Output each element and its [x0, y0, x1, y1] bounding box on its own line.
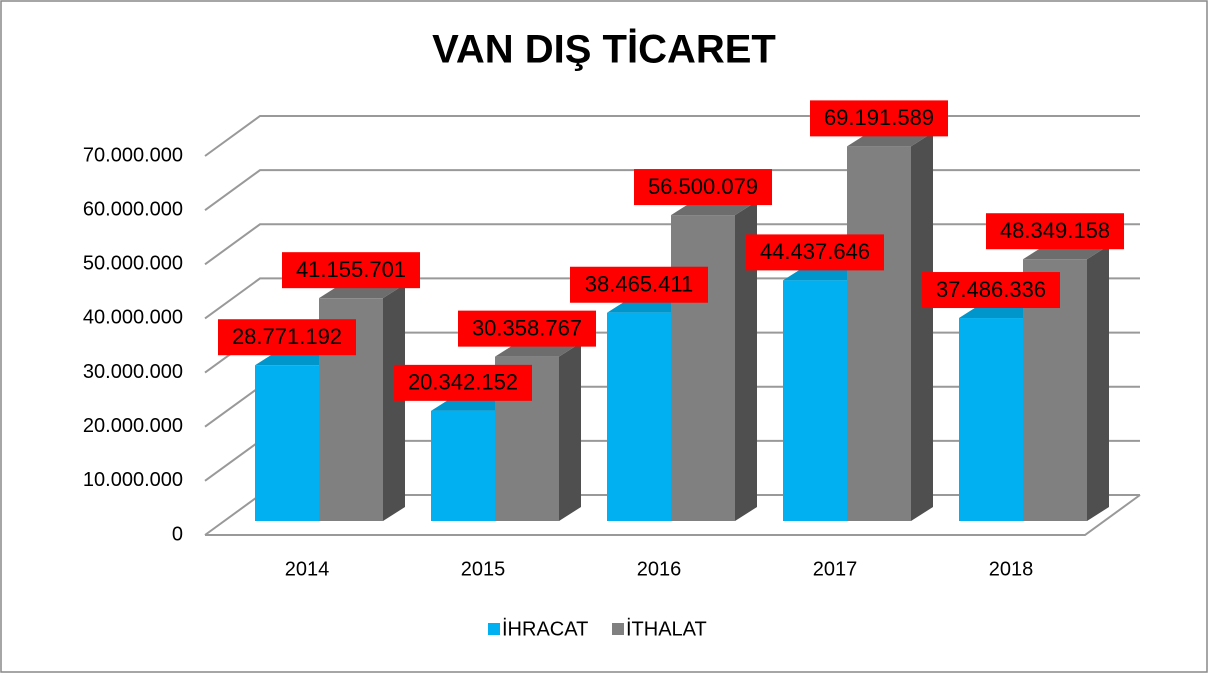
data-label-box: [394, 364, 532, 401]
y-tick-label: 50.000.000: [83, 253, 183, 275]
data-label-box: [458, 310, 596, 347]
y-tick-label: 0: [172, 523, 183, 545]
bar-side: [1087, 245, 1109, 521]
data-label: 20.342.152: [408, 370, 518, 395]
data-label-box: [570, 266, 708, 303]
chart-title: VAN DIŞ TİCARET: [432, 28, 776, 72]
data-label: 41.155.701: [296, 257, 406, 282]
y-tick-label: 30.000.000: [83, 361, 183, 383]
data-label: 44.437.646: [760, 239, 870, 264]
y-tick-label: 10.000.000: [83, 469, 183, 491]
legend-label: İHRACAT: [502, 617, 588, 640]
data-label-box: [634, 169, 772, 206]
data-label-box: [810, 100, 948, 137]
bar: [847, 146, 911, 522]
data-label: 38.465.411: [585, 272, 693, 297]
y-tick-label: 60.000.000: [83, 198, 183, 220]
x-tick-label: 2018: [989, 558, 1034, 580]
bar: [959, 318, 1023, 521]
data-label: 48.349.158: [1000, 218, 1110, 243]
data-label-box: [282, 252, 420, 289]
x-tick-label: 2016: [637, 558, 682, 580]
grid-line: [204, 169, 1140, 211]
bar-side: [911, 132, 933, 522]
bar: [431, 410, 495, 521]
bar: [255, 365, 319, 521]
data-label: 28.771.192: [232, 324, 342, 349]
data-label-box: [986, 213, 1124, 250]
bar-side: [559, 342, 581, 521]
data-label: 30.358.767: [472, 315, 582, 340]
bar-side: [383, 284, 405, 521]
y-tick-label: 20.000.000: [83, 415, 183, 437]
data-label: 37.486.336: [936, 277, 1046, 302]
x-tick-label: 2014: [285, 558, 330, 580]
floor-edge: [205, 494, 1141, 536]
legend-swatch: [612, 623, 624, 635]
data-label-box: [922, 272, 1060, 309]
x-tick-label: 2017: [813, 558, 858, 580]
grid-line: [204, 223, 1140, 266]
data-label-box: [218, 319, 356, 356]
data-label: 69.191.589: [824, 105, 934, 130]
bar: [607, 312, 671, 521]
legend-swatch: [488, 623, 500, 635]
bar-side: [735, 201, 757, 522]
x-tick-label: 2015: [461, 558, 506, 580]
data-label-box: [746, 234, 884, 271]
data-label: 56.500.079: [648, 174, 758, 199]
bar: [671, 215, 735, 522]
bar: [783, 280, 847, 521]
y-tick-label: 70.000.000: [83, 144, 183, 166]
y-tick-label: 40.000.000: [83, 307, 183, 329]
legend-label: İTHALAT: [626, 617, 707, 640]
